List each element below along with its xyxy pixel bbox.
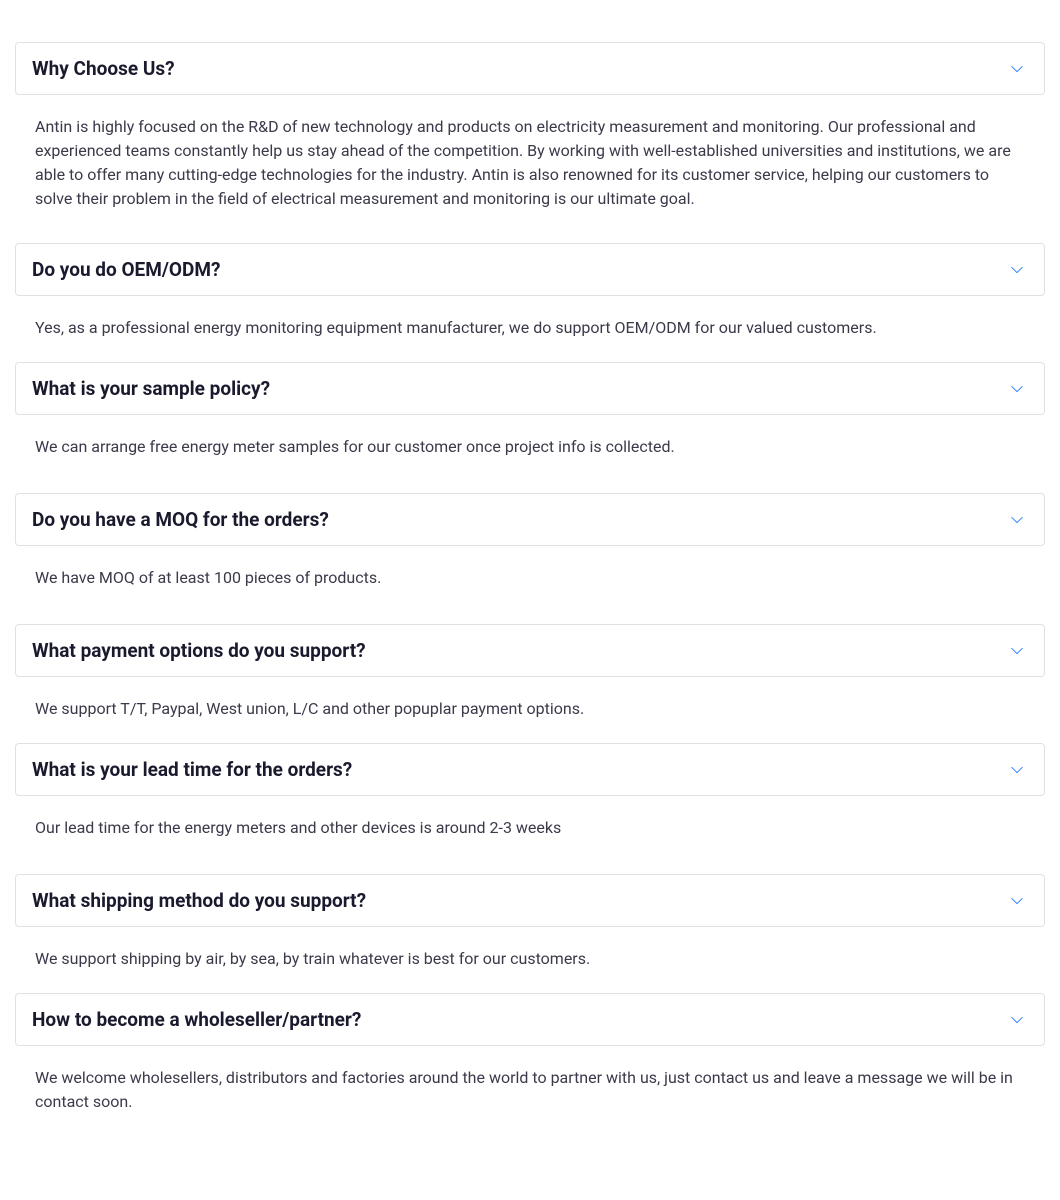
faq-answer: We can arrange free energy meter samples… (15, 415, 1045, 481)
faq-question: Why Choose Us? (32, 57, 175, 80)
faq-item: Do you do OEM/ODM? Yes, as a professiona… (15, 243, 1045, 362)
faq-header-oem-odm[interactable]: Do you do OEM/ODM? (15, 243, 1045, 296)
faq-answer: Our lead time for the energy meters and … (15, 796, 1045, 862)
chevron-down-icon (1010, 894, 1024, 908)
chevron-down-icon (1010, 644, 1024, 658)
faq-answer: Antin is highly focused on the R&D of ne… (15, 95, 1045, 243)
chevron-down-icon (1010, 763, 1024, 777)
faq-item: What shipping method do you support? We … (15, 874, 1045, 993)
faq-header-moq[interactable]: Do you have a MOQ for the orders? (15, 493, 1045, 546)
chevron-down-icon (1010, 1013, 1024, 1027)
faq-answer: We support shipping by air, by sea, by t… (15, 927, 1045, 993)
faq-item: What is your sample policy? We can arran… (15, 362, 1045, 481)
faq-question: What is your sample policy? (32, 377, 270, 400)
faq-item: How to become a wholeseller/partner? We … (15, 993, 1045, 1136)
faq-header-why-choose-us[interactable]: Why Choose Us? (15, 42, 1045, 95)
faq-answer: We have MOQ of at least 100 pieces of pr… (15, 546, 1045, 612)
chevron-down-icon (1010, 62, 1024, 76)
chevron-down-icon (1010, 382, 1024, 396)
faq-header-payment[interactable]: What payment options do you support? (15, 624, 1045, 677)
faq-header-partner[interactable]: How to become a wholeseller/partner? (15, 993, 1045, 1046)
faq-question: What payment options do you support? (32, 639, 366, 662)
faq-item: Do you have a MOQ for the orders? We hav… (15, 493, 1045, 612)
faq-question: What is your lead time for the orders? (32, 758, 352, 781)
faq-header-shipping[interactable]: What shipping method do you support? (15, 874, 1045, 927)
faq-answer: Yes, as a professional energy monitoring… (15, 296, 1045, 362)
faq-item: What payment options do you support? We … (15, 624, 1045, 743)
faq-question: What shipping method do you support? (32, 889, 366, 912)
faq-answer: We welcome wholesellers, distributors an… (15, 1046, 1045, 1136)
chevron-down-icon (1010, 263, 1024, 277)
chevron-down-icon (1010, 513, 1024, 527)
faq-question: Do you have a MOQ for the orders? (32, 508, 329, 531)
faq-question: Do you do OEM/ODM? (32, 258, 220, 281)
faq-header-lead-time[interactable]: What is your lead time for the orders? (15, 743, 1045, 796)
faq-header-sample-policy[interactable]: What is your sample policy? (15, 362, 1045, 415)
faq-answer: We support T/T, Paypal, West union, L/C … (15, 677, 1045, 743)
faq-list: Why Choose Us? Antin is highly focused o… (15, 42, 1045, 1136)
faq-question: How to become a wholeseller/partner? (32, 1008, 361, 1031)
faq-item: Why Choose Us? Antin is highly focused o… (15, 42, 1045, 243)
faq-item: What is your lead time for the orders? O… (15, 743, 1045, 862)
